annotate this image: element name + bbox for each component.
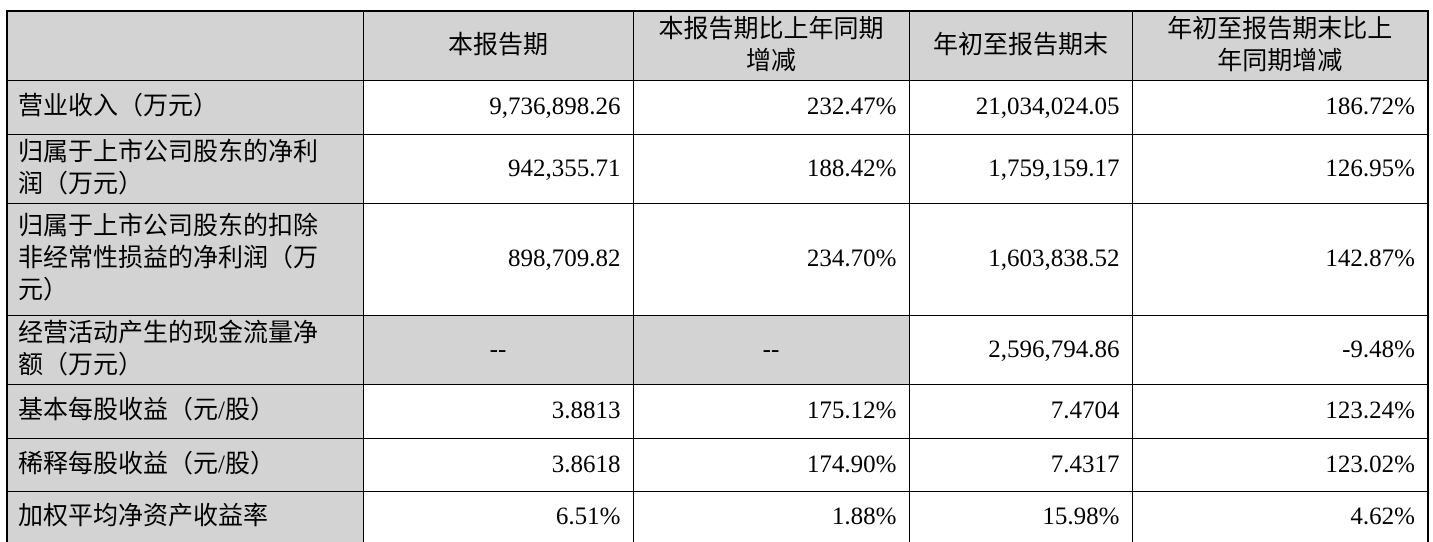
cell-value: 3.8813	[362, 383, 634, 439]
header-year-to-date-label: 年初至报告期末	[932, 31, 1108, 59]
cell-value: 1,759,159.17	[908, 133, 1133, 204]
header-corner-blank	[6, 10, 364, 81]
header-year-to-date: 年初至报告期末	[908, 10, 1133, 81]
financial-summary-table: 本报告期 本报告期比上年同期增减 年初至报告期末 年初至报告期末比上年同期增减 …	[6, 10, 1429, 542]
cell-value: -9.48%	[1131, 314, 1429, 385]
table-row-operating-revenue: 营业收入（万元） 9,736,898.26 232.47% 21,034,024…	[6, 79, 1429, 135]
cell-value: 126.95%	[1131, 133, 1429, 204]
cell-value: 942,355.71	[362, 133, 634, 204]
cell-value: 4.62%	[1131, 490, 1429, 542]
cell-value: 898,709.82	[362, 202, 634, 316]
header-current-period-label: 本报告期	[447, 31, 548, 59]
table-row-operating-cash-flow: 经营活动产生的现金流量净额（万元） -- -- 2,596,794.86 -9.…	[6, 314, 1429, 385]
cell-value: 3.8618	[362, 437, 634, 492]
cell-value: 123.24%	[1131, 383, 1429, 439]
cell-value: 6.51%	[362, 490, 634, 542]
cell-value-empty: --	[632, 314, 910, 385]
cell-value: 123.02%	[1131, 437, 1429, 492]
row-label-text: 归属于上市公司股东的净利润（万元）	[18, 138, 319, 198]
cell-value: 1,603,838.52	[908, 202, 1133, 316]
table-row-basic-eps: 基本每股收益（元/股） 3.8813 175.12% 7.4704 123.24…	[6, 383, 1429, 439]
cell-value: 142.87%	[1131, 202, 1429, 316]
table-row-net-profit-excl-nonrecurring: 归属于上市公司股东的扣除非经常性损益的净利润（万元） 898,709.82 23…	[6, 202, 1429, 316]
cell-value: 232.47%	[632, 79, 910, 135]
row-label-text: 营业收入（万元）	[18, 93, 219, 120]
table-row-diluted-eps: 稀释每股收益（元/股） 3.8618 174.90% 7.4317 123.02…	[6, 437, 1429, 492]
row-label: 归属于上市公司股东的净利润（万元）	[6, 133, 364, 204]
cell-value: 174.90%	[632, 437, 910, 492]
row-label-text: 归属于上市公司股东的扣除非经常性损益的净利润（万元）	[18, 213, 319, 304]
header-current-period-yoy-change: 本报告期比上年同期增减	[632, 10, 910, 81]
row-label: 基本每股收益（元/股）	[6, 383, 364, 439]
row-label-text: 基本每股收益（元/股）	[18, 397, 275, 424]
cell-value: 7.4317	[908, 437, 1133, 492]
cell-value: 188.42%	[632, 133, 910, 204]
cell-value: 21,034,024.05	[908, 79, 1133, 135]
header-row: 本报告期 本报告期比上年同期增减 年初至报告期末 年初至报告期末比上年同期增减	[6, 10, 1429, 81]
row-label-text: 加权平均净资产收益率	[18, 503, 269, 531]
row-label-text: 稀释每股收益（元/股）	[18, 450, 275, 478]
table-row-net-profit-attributable: 归属于上市公司股东的净利润（万元） 942,355.71 188.42% 1,7…	[6, 133, 1429, 204]
cell-value: 2,596,794.86	[908, 314, 1133, 385]
row-label: 经营活动产生的现金流量净额（万元）	[6, 314, 364, 385]
header-year-to-date-yoy-change: 年初至报告期末比上年同期增减	[1131, 10, 1429, 81]
table-row-weighted-avg-roe: 加权平均净资产收益率 6.51% 1.88% 15.98% 4.62%	[6, 490, 1429, 542]
cell-value: 9,736,898.26	[362, 79, 634, 135]
cell-value-empty: --	[362, 314, 634, 385]
cell-value: 186.72%	[1131, 79, 1429, 135]
header-current-period: 本报告期	[362, 10, 634, 81]
row-label: 营业收入（万元）	[6, 79, 364, 135]
cell-value: 15.98%	[908, 490, 1133, 542]
row-label: 归属于上市公司股东的扣除非经常性损益的净利润（万元）	[6, 202, 364, 316]
cell-value: 175.12%	[632, 383, 910, 439]
cell-value: 1.88%	[632, 490, 910, 542]
cell-value: 7.4704	[908, 383, 1133, 439]
header-year-to-date-yoy-change-label: 年初至报告期末比上年同期增减	[1167, 15, 1393, 75]
cell-value: 234.70%	[632, 202, 910, 316]
header-current-period-yoy-change-label: 本报告期比上年同期增减	[658, 15, 884, 75]
row-label-text: 经营活动产生的现金流量净额（万元）	[18, 319, 319, 379]
row-label: 稀释每股收益（元/股）	[6, 437, 364, 492]
row-label: 加权平均净资产收益率	[6, 490, 364, 542]
